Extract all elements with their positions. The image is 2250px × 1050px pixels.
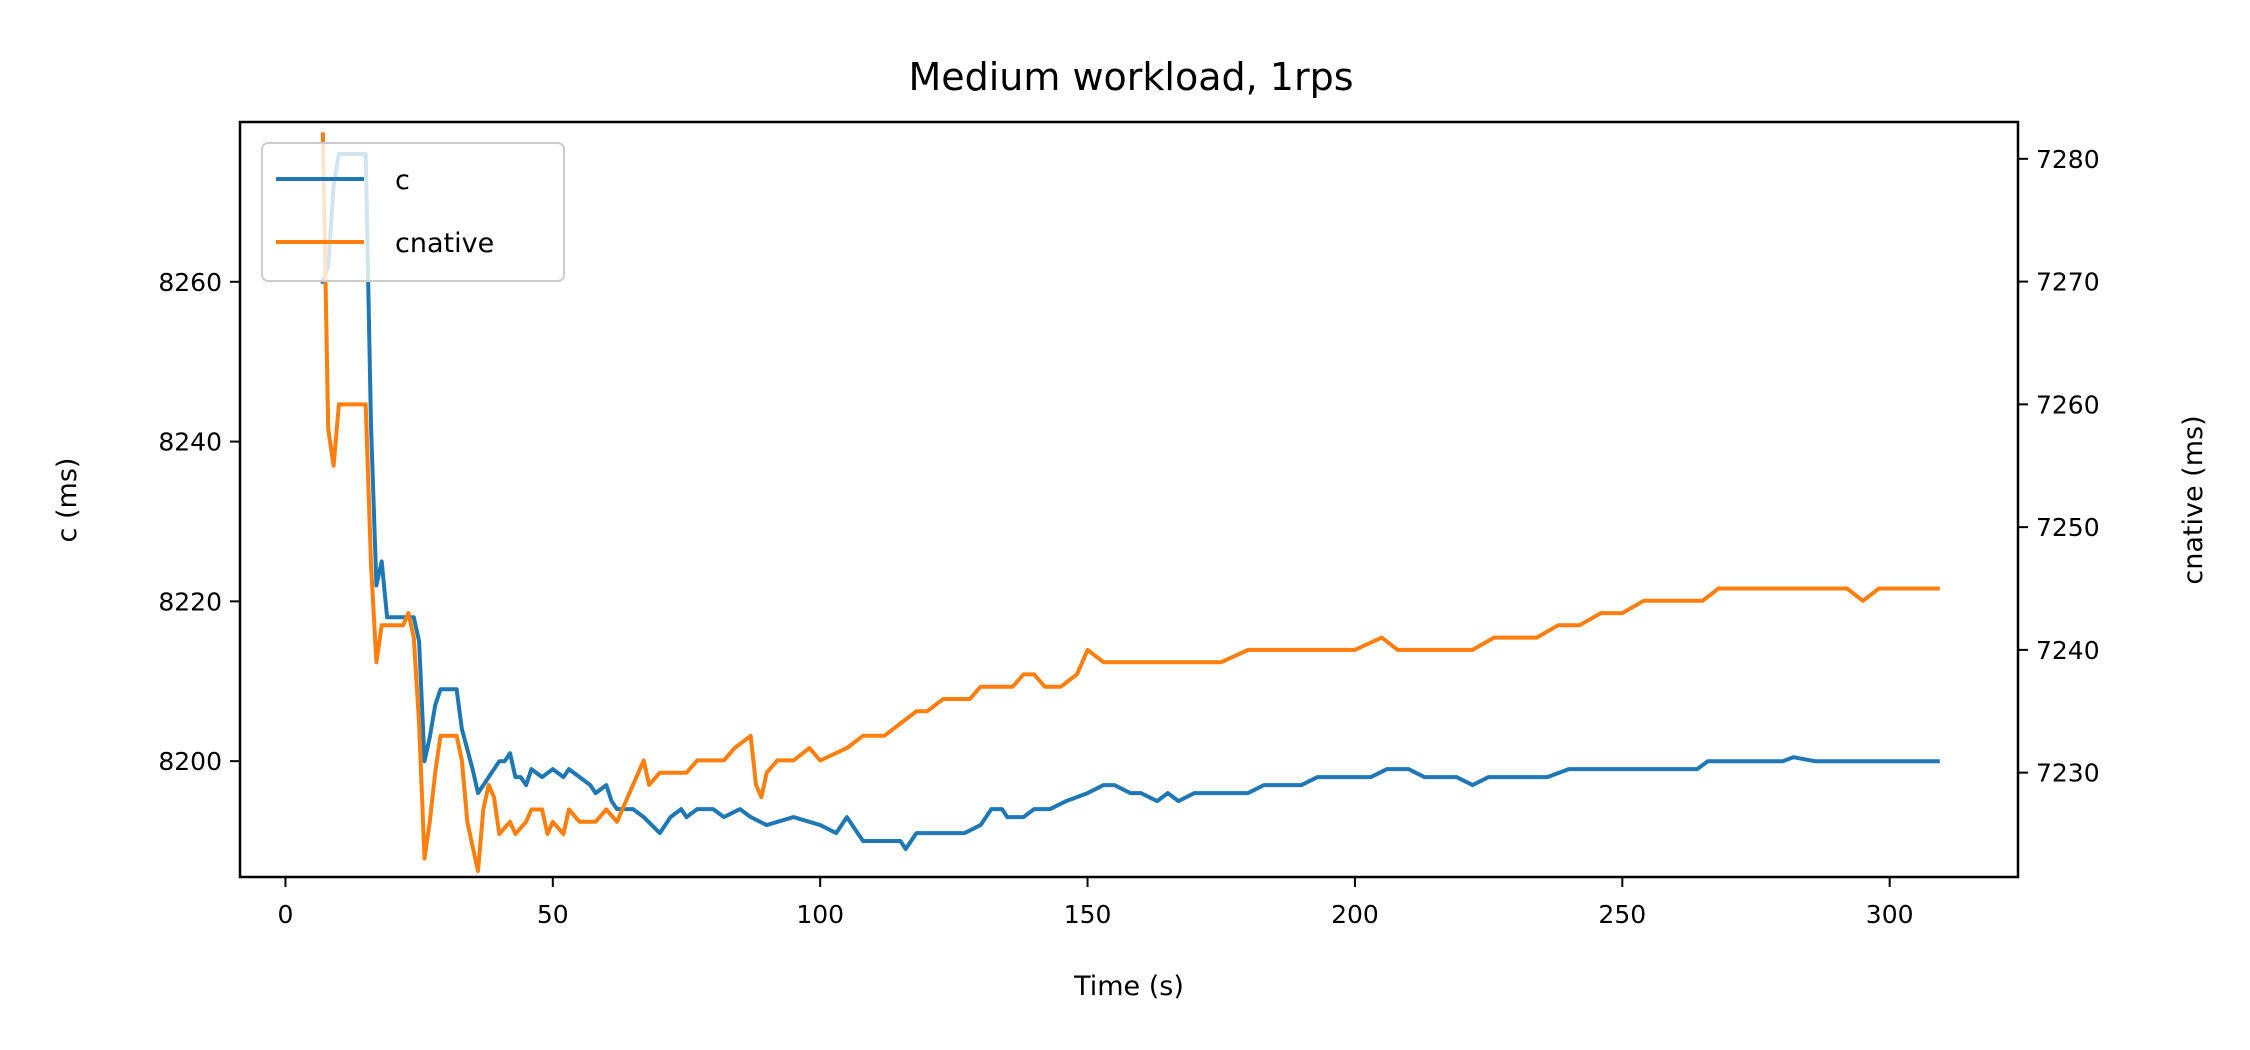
legend: c cnative — [261, 142, 565, 282]
x-tick-label: 0 — [277, 900, 293, 929]
plot-frame — [238, 120, 2020, 879]
y-tick-label-right: 7230 — [2036, 759, 2100, 788]
y-tick-label-right: 7240 — [2036, 636, 2100, 665]
y-axis-label-right: cnative (ms) — [2178, 415, 2209, 584]
x-tick-label: 250 — [1598, 900, 1646, 929]
y-axis-label-left: c (ms) — [52, 458, 83, 543]
y-tick-label-right: 7250 — [2036, 513, 2100, 542]
chart-title: Medium workload, 1rps — [908, 55, 1353, 99]
y-tick-label-left: 8260 — [158, 268, 222, 297]
plot-marks — [320, 132, 1940, 873]
x-tick-label: 50 — [537, 900, 569, 929]
series-line-c — [320, 152, 1940, 851]
y-tick-label-right: 7260 — [2036, 390, 2100, 419]
y-tick-label-left: 8200 — [158, 747, 222, 776]
axis-ticks: 0 50 100 150 200 250 300 8200 8220 8240 8260 7230 72… — [158, 145, 2099, 929]
y-tick-label-right: 7280 — [2036, 145, 2100, 174]
x-tick-label: 100 — [796, 900, 844, 929]
y-tick-label-left: 8220 — [158, 587, 222, 616]
x-axis-label: Time (s) — [1073, 971, 1184, 1002]
legend-label-c: c — [395, 165, 410, 196]
legend-box — [261, 142, 565, 282]
legend-label-cnative: cnative — [395, 228, 494, 259]
y-tick-label-left: 8240 — [158, 428, 222, 457]
x-tick-label: 300 — [1866, 900, 1914, 929]
y-tick-label-right: 7270 — [2036, 268, 2100, 297]
x-tick-label: 150 — [1064, 900, 1112, 929]
x-tick-label: 200 — [1331, 900, 1379, 929]
series-line-cnative — [320, 132, 1940, 873]
